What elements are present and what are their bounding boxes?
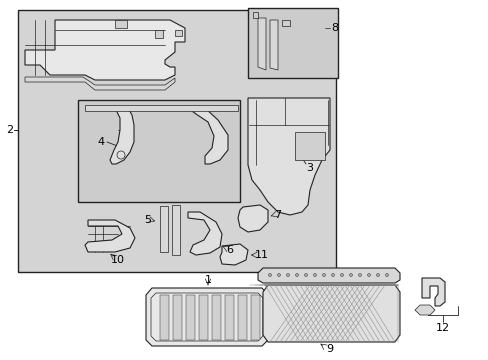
Bar	[175, 30, 182, 36]
Polygon shape	[146, 288, 267, 346]
Circle shape	[367, 274, 370, 276]
Circle shape	[295, 274, 298, 276]
Polygon shape	[173, 295, 182, 340]
Circle shape	[313, 274, 316, 276]
Polygon shape	[160, 295, 169, 340]
Polygon shape	[258, 18, 265, 70]
Text: 7: 7	[274, 210, 281, 220]
Polygon shape	[250, 295, 260, 340]
Circle shape	[376, 274, 379, 276]
Bar	[18, 10, 335, 272]
Text: 2: 2	[6, 125, 14, 135]
Circle shape	[358, 274, 361, 276]
Polygon shape	[25, 20, 184, 80]
Bar	[115, 20, 127, 28]
Polygon shape	[25, 77, 175, 90]
Text: 10: 10	[111, 255, 125, 265]
Polygon shape	[263, 285, 399, 342]
Polygon shape	[220, 244, 247, 265]
Polygon shape	[187, 108, 227, 164]
Text: 1: 1	[204, 275, 211, 285]
Polygon shape	[238, 295, 246, 340]
Circle shape	[286, 274, 289, 276]
Polygon shape	[258, 268, 399, 283]
Polygon shape	[187, 212, 222, 255]
Circle shape	[385, 274, 387, 276]
Bar	[172, 205, 180, 255]
Text: 3: 3	[306, 163, 313, 173]
Text: 5: 5	[144, 215, 151, 225]
Polygon shape	[85, 220, 135, 252]
Text: 9: 9	[326, 344, 333, 354]
Bar	[78, 100, 240, 202]
Circle shape	[349, 274, 352, 276]
Polygon shape	[414, 305, 434, 315]
Bar	[160, 206, 168, 252]
Polygon shape	[85, 105, 238, 111]
Bar	[294, 132, 325, 160]
Text: 8: 8	[331, 23, 338, 33]
Bar	[247, 8, 337, 78]
Polygon shape	[212, 295, 221, 340]
Polygon shape	[199, 295, 207, 340]
Circle shape	[331, 274, 334, 276]
Text: 4: 4	[97, 137, 104, 147]
Text: 11: 11	[254, 250, 268, 260]
Text: 6: 6	[226, 245, 233, 255]
Circle shape	[322, 274, 325, 276]
Circle shape	[340, 274, 343, 276]
Polygon shape	[238, 205, 267, 232]
Polygon shape	[110, 108, 134, 164]
Bar	[155, 30, 163, 38]
Polygon shape	[269, 20, 278, 70]
Circle shape	[277, 274, 280, 276]
Polygon shape	[185, 295, 195, 340]
Text: 12: 12	[435, 323, 449, 333]
Bar	[282, 20, 289, 26]
Polygon shape	[421, 278, 444, 306]
Circle shape	[268, 274, 271, 276]
Polygon shape	[224, 295, 234, 340]
Circle shape	[304, 274, 307, 276]
Polygon shape	[252, 12, 258, 18]
Polygon shape	[247, 98, 329, 215]
